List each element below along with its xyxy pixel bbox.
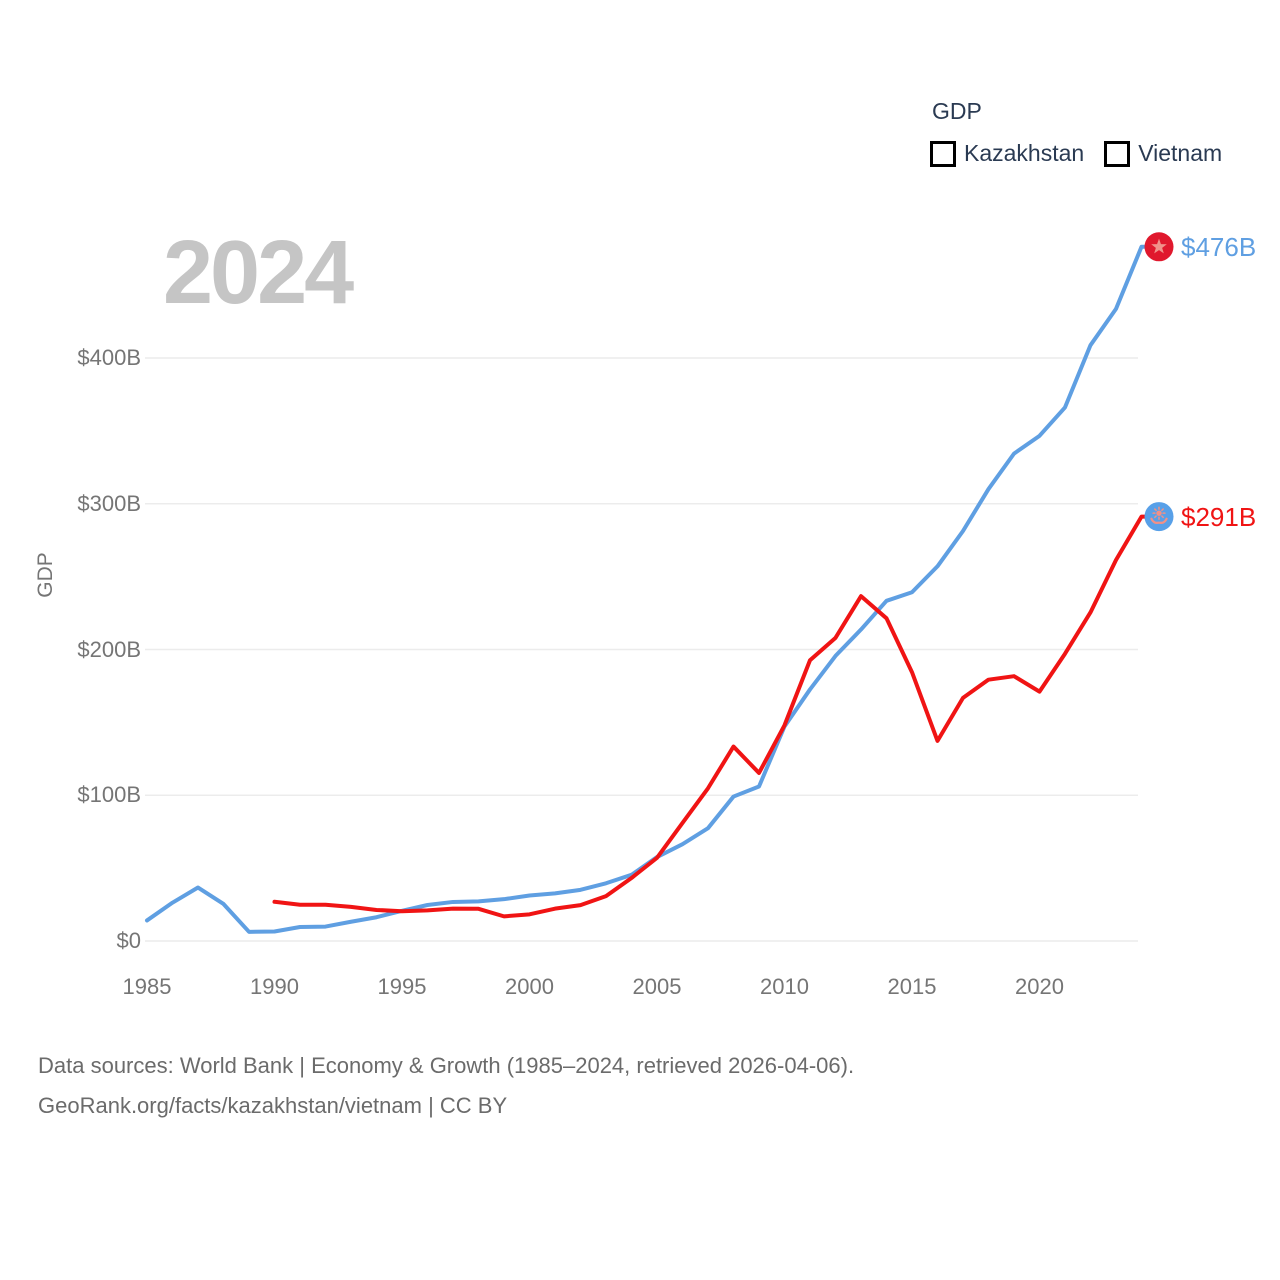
legend-item-label: Vietnam (1138, 140, 1223, 166)
x-tick-label: 2010 (760, 974, 809, 999)
vietnam-series-swatch-icon (1104, 140, 1131, 167)
vietnam-gdp-line (145, 244, 1148, 934)
year-watermark: 2024 (163, 223, 354, 323)
legend-item-vietnam[interactable]: Vietnam (1104, 140, 1222, 167)
x-tick-label: 2000 (505, 974, 554, 999)
vietnam-flag-icon (1144, 232, 1174, 262)
kazakhstan-flag-icon (1144, 502, 1174, 532)
georank-url-text: GeoRank.org/facts/kazakhstan/vietnam | C… (38, 1093, 508, 1118)
legend: GDP Kazakhstan Vietnam (930, 98, 1222, 167)
y-tick-label: $100B (77, 782, 141, 808)
data-sources-text: Data sources: World Bank | Economy & Gro… (38, 1053, 855, 1078)
x-tick-label: 1990 (250, 974, 299, 999)
legend-title: GDP (932, 98, 982, 124)
y-tick-label: $400B (77, 345, 141, 370)
y-axis-title: GDP (34, 552, 57, 598)
source-attribution: Data sources: World Bank | Economy & Gro… (38, 1046, 854, 1126)
vietnam-end-value-label: $476B (1181, 231, 1257, 262)
x-tick-label: 1985 (122, 974, 172, 999)
y-tick-label: $0 (116, 928, 141, 953)
kazakhstan-gdp-line (272, 514, 1148, 919)
legend-item-kazakhstan[interactable]: Kazakhstan (930, 140, 1084, 167)
kazakhstan-series-swatch-icon (930, 140, 956, 167)
kazakhstan-end-value-label: $291B (1181, 501, 1257, 532)
x-tick-label: 1995 (377, 974, 427, 999)
y-tick-label: $200B (77, 636, 141, 662)
x-tick-label: 2020 (1015, 974, 1064, 999)
x-tick-label: 2005 (632, 974, 682, 999)
legend-item-label: Kazakhstan (964, 140, 1085, 166)
y-tick-label: $300B (77, 490, 141, 516)
x-tick-label: 2015 (887, 974, 937, 999)
